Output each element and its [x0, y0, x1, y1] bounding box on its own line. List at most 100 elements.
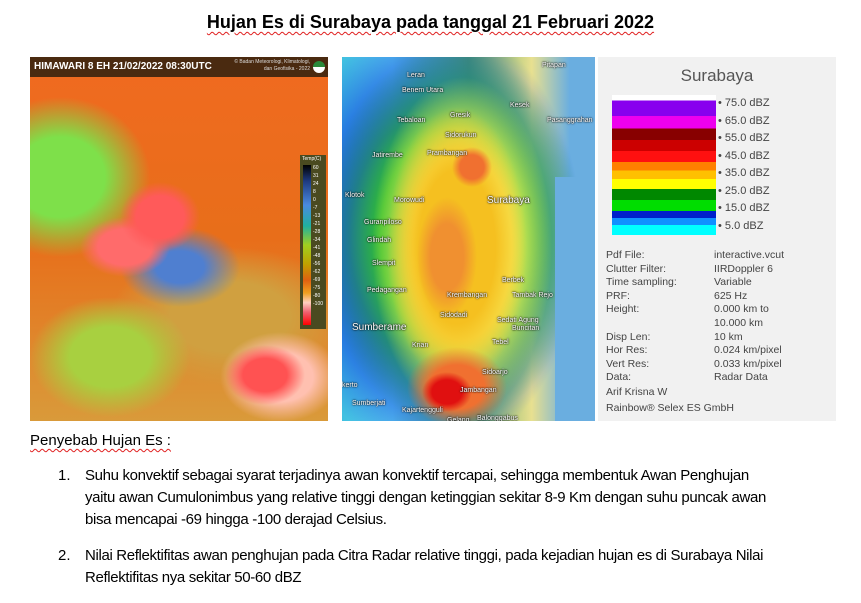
- place-label: Morowudi: [394, 197, 425, 204]
- sea-area: [555, 177, 595, 421]
- place-label: Sidorukun: [445, 132, 477, 139]
- heading-text: Penyebab Hujan Es :: [30, 432, 171, 449]
- credit-line: © Badan Meteorologi, Klimatologi,: [234, 59, 310, 65]
- list-item-line: Suhu konvektif sebagai syarat terjadinya…: [85, 467, 749, 484]
- metadata-row: Data: Radar Data: [606, 371, 784, 385]
- scale-tick: -100: [313, 301, 324, 307]
- place-label: Benem Utara: [402, 87, 444, 94]
- dbz-value: • 65.0 dBZ: [718, 114, 770, 127]
- metadata-value: 625 Hz: [714, 289, 748, 302]
- legend-vendor: Rainbow® Selex ES GmbH: [606, 401, 734, 414]
- dbz-value: • 25.0 dBZ: [718, 184, 770, 197]
- himawari-satellite-image: HIMAWARI 8 EH 21/02/2022 08:30UTC © Bada…: [30, 57, 328, 421]
- metadata-value: 0.000 km to: [714, 303, 769, 316]
- metadata-value: IIRDoppler 6: [714, 262, 773, 275]
- list-item-line: bisa mencapai -69 hingga -100 derajad Ce…: [85, 511, 387, 528]
- metadata-key: Height:: [606, 303, 640, 316]
- scale-tick: 8: [313, 189, 316, 195]
- scale-tick: -75: [313, 285, 321, 291]
- metadata-row: Clutter Filter: IIRDoppler 6: [606, 263, 784, 277]
- scale-tick: 60: [313, 165, 319, 171]
- metadata-value: Radar Data: [714, 371, 768, 384]
- metadata-value: 0.024 km/pixel: [714, 344, 782, 357]
- metadata-row: PRF: 625 Hz: [606, 290, 784, 304]
- place-label: Balonggabus: [477, 415, 518, 421]
- place-label: Jambangan: [460, 387, 497, 394]
- satellite-title: HIMAWARI 8 EH 21/02/2022 08:30UTC: [34, 61, 212, 72]
- dbz-value: • 45.0 dBZ: [718, 149, 770, 162]
- causes-heading: Penyebab Hujan Es :: [30, 432, 171, 449]
- place-label: Buncitan: [512, 325, 540, 332]
- metadata-value: Variable: [714, 276, 752, 289]
- metadata-key: Time sampling:: [606, 276, 677, 289]
- radar-legend: Surabaya • 75.0 dBZ • 65.0 dBZ • 55.0 dBZ •…: [598, 57, 836, 421]
- scale-tick: 0: [313, 197, 316, 203]
- metadata-key: Clutter Filter:: [606, 262, 667, 275]
- metadata-row: Height: 0.000 km to: [606, 303, 784, 317]
- place-label: Gresik: [450, 112, 471, 119]
- legend-author: Arif Krisna W: [606, 385, 668, 398]
- place-label: Pasanggrahan: [547, 117, 593, 124]
- list-item-line: Nilai Reflektifitas awan penghujan pada …: [85, 547, 764, 564]
- dbz-value: • 75.0 dBZ: [718, 97, 770, 109]
- credit-line: dan Geofisika - 2022: [263, 66, 310, 72]
- metadata-key: [606, 317, 714, 331]
- metadata-row: 10.000 km: [606, 317, 784, 331]
- place-label: Leran: [407, 72, 425, 79]
- dbz-values: • 75.0 dBZ • 65.0 dBZ • 55.0 dBZ • 45.0 dBZ…: [718, 95, 770, 235]
- metadata-value: 10 km: [714, 330, 743, 343]
- dbz-value: • 5.0 dBZ: [718, 219, 764, 232]
- scale-tick: -62: [313, 269, 321, 275]
- metadata-key: PRF:: [606, 289, 630, 302]
- place-label: kerto: [342, 382, 358, 389]
- scale-tick: -56: [313, 261, 321, 267]
- metadata-value: 0.033 km/pixel: [714, 357, 782, 370]
- scale-tick: -48: [313, 253, 321, 259]
- temperature-scale: Temp(C) 60 31 24 8 0 -7 -13 -21 -28 -34 -41 -48 -56 -…: [300, 155, 326, 329]
- place-label: Tebaloan: [397, 117, 426, 124]
- dbz-value: • 35.0 dBZ: [718, 167, 770, 179]
- legend-city: Surabaya: [680, 66, 754, 85]
- bmkg-logo: [313, 61, 325, 73]
- place-label: Slempit: [372, 260, 396, 267]
- place-label: Glindah: [367, 237, 392, 244]
- scale-tick: -13: [313, 213, 321, 219]
- place-label: Sedati Agung: [497, 317, 539, 324]
- scale-tick: -41: [313, 245, 321, 251]
- place-label: Krembangan: [447, 292, 488, 299]
- satellite-header: HIMAWARI 8 EH 21/02/2022 08:30UTC © Bada…: [30, 57, 328, 77]
- place-label: Sidoarjo: [482, 369, 508, 376]
- scale-gradient: [303, 165, 311, 325]
- list-number: 2.: [58, 547, 71, 564]
- place-label: Sumberame: [352, 322, 407, 333]
- radar-metadata: Pdf File: interactive.vcut Clutter Filter:…: [606, 249, 784, 415]
- place-label: Sidodadi: [440, 312, 468, 319]
- scale-tick: -34: [313, 237, 321, 243]
- dbz-color-bands: [612, 95, 716, 235]
- metadata-row: Pdf File: interactive.vcut: [606, 249, 784, 263]
- metadata-row: Vert Res: 0.033 km/pixel: [606, 358, 784, 372]
- place-label: Berbek: [502, 277, 525, 284]
- scale-ticks: 60 31 24 8 0 -7 -13 -21 -28 -34 -41 -48 -56 -62 -69 -75…: [313, 164, 323, 308]
- metadata-row: Disp Len: 10 km: [606, 331, 784, 345]
- metadata-key: Pdf File:: [606, 249, 645, 261]
- list-number: 1.: [58, 467, 71, 484]
- place-label: Tebel: [492, 339, 509, 346]
- place-label: Sumberjati: [352, 400, 386, 407]
- place-label: Pedagangan: [367, 287, 407, 294]
- place-label: Guranpiloso: [364, 219, 402, 226]
- metadata-row: Hor Res: 0.024 km/pixel: [606, 344, 784, 358]
- scale-tick: -80: [313, 293, 321, 299]
- place-label: Jatirembe: [372, 152, 403, 159]
- metadata-value: interactive.vcut: [714, 249, 785, 261]
- place-label: Tambak Rejo: [512, 292, 553, 299]
- place-label: Pitapan: [542, 62, 566, 69]
- place-label: Kesek: [510, 102, 530, 109]
- scale-tick: 24: [313, 181, 319, 187]
- scale-tick: -69: [313, 277, 321, 283]
- dbz-value: • 55.0 dBZ: [718, 132, 770, 144]
- metadata-key: Disp Len:: [606, 330, 651, 343]
- scale-tick: -21: [313, 221, 321, 227]
- place-label: Kajartengguli: [402, 407, 443, 414]
- list-item-line: Reflektifitas nya sekitar 50-60 dBZ: [85, 569, 302, 586]
